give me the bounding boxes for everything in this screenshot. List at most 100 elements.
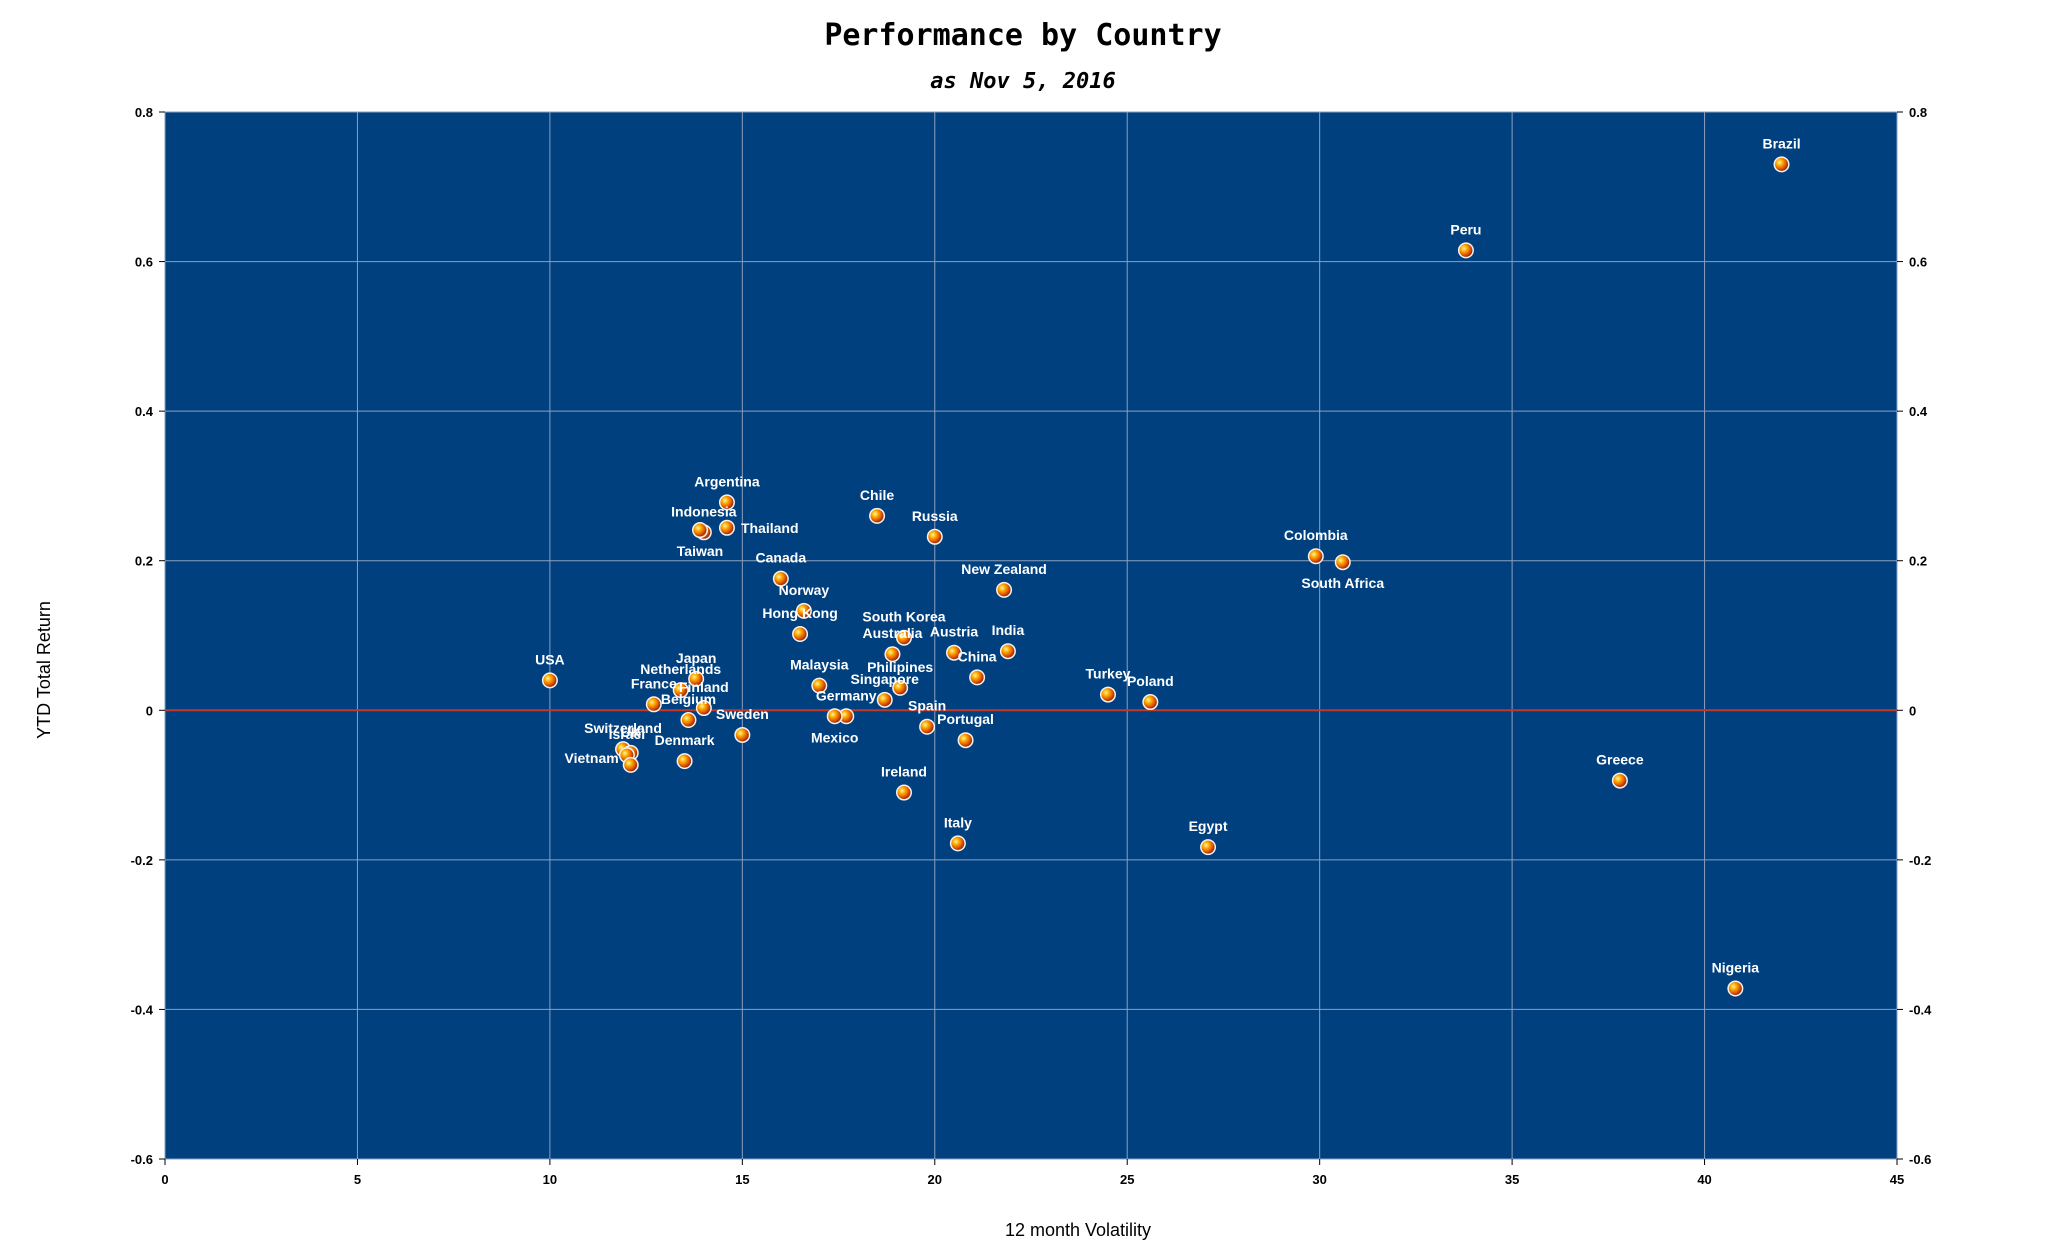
point-label: South Africa <box>1301 575 1384 591</box>
marker <box>828 709 842 723</box>
marker <box>793 627 807 641</box>
marker <box>951 836 965 850</box>
point-label: Mexico <box>811 729 858 745</box>
marker <box>689 672 703 686</box>
data-point: Japan <box>676 650 716 687</box>
point-label: Singapore <box>851 671 920 687</box>
marker <box>812 679 826 693</box>
data-point: Brazil <box>1762 135 1801 173</box>
y-axis-ticks-right: -0.6 -0.4 -0.2 0 0.2 0.4 0.6 0.8 <box>1897 105 1932 1167</box>
marker <box>720 495 734 509</box>
x-tick-label: 25 <box>1120 1172 1134 1187</box>
point-label: Israel <box>609 726 646 742</box>
data-point: Taiwan <box>677 522 723 559</box>
marker <box>1201 840 1215 854</box>
point-label: Switzerland <box>584 720 662 736</box>
y-tick-label-left: -0.6 <box>131 1152 153 1167</box>
y-tick-label-right: -0.2 <box>1909 853 1931 868</box>
data-point: Belgium <box>661 691 716 729</box>
point-label: France <box>631 675 677 691</box>
point-label: Canada <box>756 550 807 566</box>
marker <box>681 713 695 727</box>
marker <box>928 530 942 544</box>
point-label: Thailand <box>741 520 799 536</box>
point-label: Brazil <box>1762 135 1800 151</box>
marker <box>1336 555 1350 569</box>
point-label: USA <box>535 651 565 667</box>
marker <box>1613 774 1627 788</box>
marker <box>1001 644 1015 658</box>
marker <box>885 647 899 661</box>
point-label: Sweden <box>716 706 769 722</box>
point-label: Colombia <box>1284 527 1348 543</box>
x-tick-label: 45 <box>1890 1172 1904 1187</box>
marker <box>1728 981 1742 995</box>
x-tick-label: 15 <box>735 1172 749 1187</box>
y-tick-label-left: 0.2 <box>135 554 153 569</box>
data-point: USA <box>535 651 565 689</box>
point-label: Germany <box>816 687 877 703</box>
data-point: Portugal <box>937 711 994 749</box>
data-point: Egypt <box>1189 818 1228 856</box>
y-tick-label-right: 0 <box>1909 703 1916 718</box>
marker <box>697 701 711 715</box>
y-tick-label-right: 0.2 <box>1909 554 1927 569</box>
x-tick-label: 35 <box>1505 1172 1519 1187</box>
point-label: Spain <box>908 698 946 714</box>
data-point: Nigeria <box>1712 959 1760 997</box>
data-point: Greece <box>1596 752 1644 789</box>
data-point: Finland <box>679 679 729 717</box>
y-tick-label-left: 0.4 <box>135 404 154 419</box>
marker <box>1309 549 1323 563</box>
point-label: Turkey <box>1086 666 1131 682</box>
data-point: France <box>631 675 677 713</box>
point-label: New Zealand <box>961 561 1047 577</box>
marker <box>647 697 661 711</box>
data-point: Philipines <box>867 659 933 696</box>
y-tick-label-right: 0.4 <box>1909 404 1928 419</box>
marker <box>997 583 1011 597</box>
marker <box>678 754 692 768</box>
data-point: China <box>958 648 997 686</box>
data-point: Chile <box>860 487 894 524</box>
marker <box>1775 157 1789 171</box>
data-point: South Korea <box>862 609 946 646</box>
point-label: Indonesia <box>671 503 737 519</box>
x-tick-label: 20 <box>928 1172 942 1187</box>
y-tick-label-right: -0.4 <box>1909 1002 1932 1017</box>
point-label: Argentina <box>694 473 760 489</box>
data-point: Austria <box>930 624 978 661</box>
point-label: Peru <box>1450 221 1481 237</box>
point-label: Chile <box>860 487 894 503</box>
point-label: Norway <box>779 582 830 598</box>
marker <box>920 720 934 734</box>
x-tick-label: 10 <box>543 1172 557 1187</box>
x-tick-label: 5 <box>354 1172 361 1187</box>
data-point: New Zealand <box>961 561 1047 598</box>
marker <box>797 604 811 618</box>
x-tick-label: 30 <box>1312 1172 1326 1187</box>
point-label: Nigeria <box>1712 959 1760 975</box>
y-tick-label-right: 0.8 <box>1909 105 1927 120</box>
point-label: China <box>958 648 997 664</box>
marker <box>735 728 749 742</box>
y-tick-label-left: -0.4 <box>131 1002 154 1017</box>
data-point: South Africa <box>1301 554 1384 591</box>
marker <box>897 786 911 800</box>
data-point: Ireland <box>881 764 927 801</box>
marker <box>947 646 961 660</box>
point-label: Belgium <box>661 691 716 707</box>
marker <box>693 523 707 537</box>
point-label: Hong Kong <box>762 605 837 621</box>
point-label: UK <box>621 724 641 740</box>
chart-title: Performance by Country <box>824 18 1221 53</box>
marker <box>897 631 911 645</box>
marker <box>1459 243 1473 257</box>
marker <box>774 572 788 586</box>
data-points: Brazil Peru Argentina Indonesia Taiwan Thaila… <box>535 135 1801 997</box>
point-label: South Korea <box>862 609 945 625</box>
y-tick-label-right: -0.6 <box>1909 1152 1931 1167</box>
y-tick-label-right: 0.6 <box>1909 255 1927 270</box>
point-label: India <box>992 622 1025 638</box>
